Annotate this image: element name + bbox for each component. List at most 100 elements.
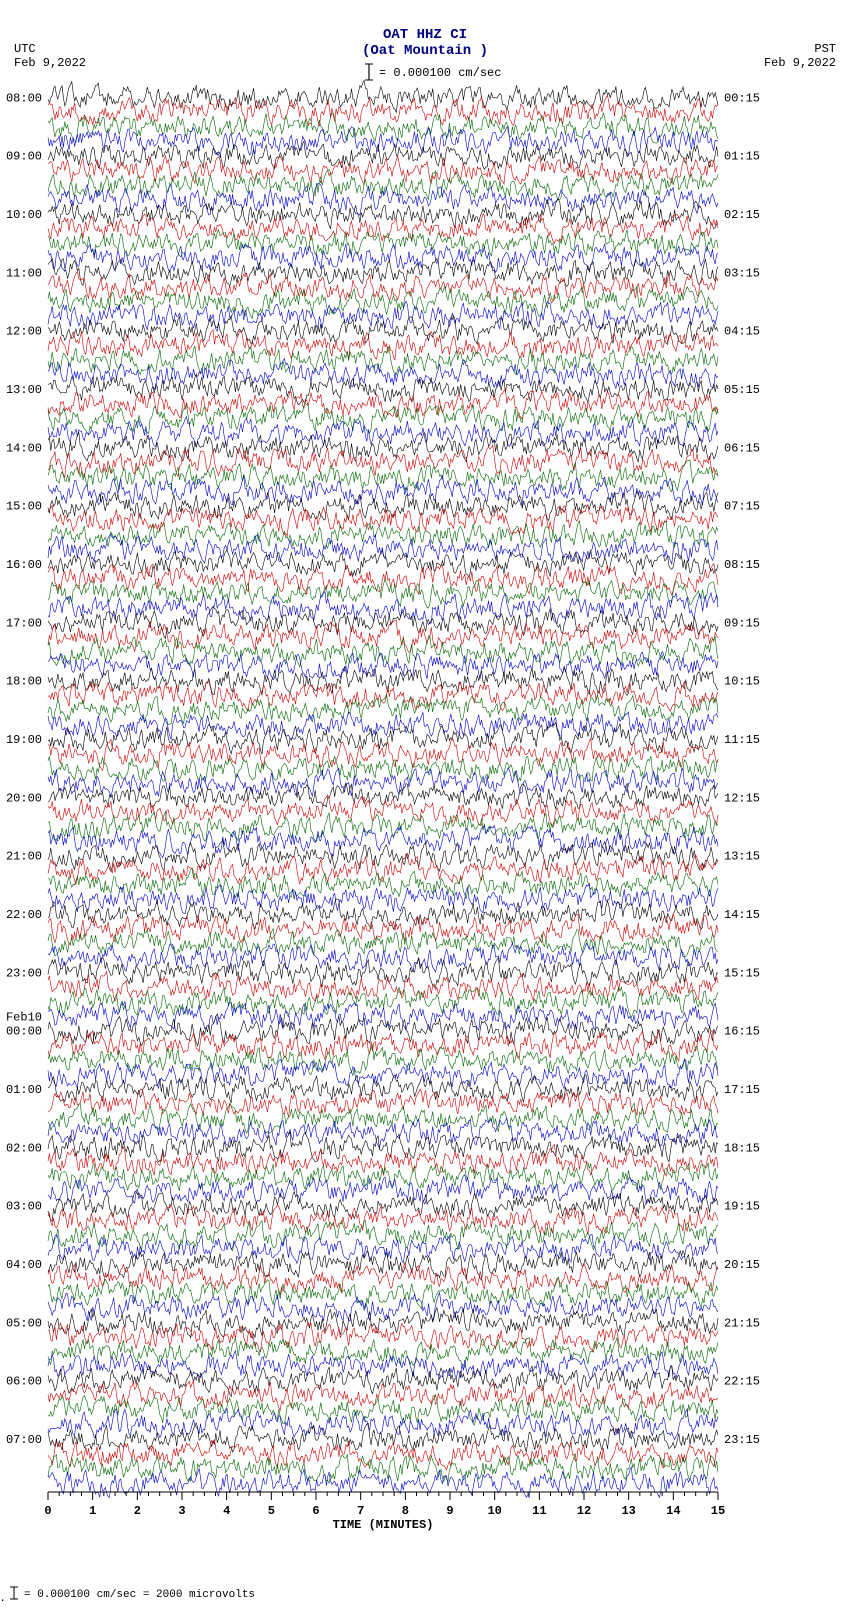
x-tick-label: 9 (446, 1504, 453, 1518)
right-hour-label: 01:15 (724, 150, 760, 164)
trace-line (48, 1001, 718, 1030)
x-tick-label: 14 (666, 1504, 680, 1518)
left-day-change: Feb10 (6, 1011, 42, 1025)
trace-line (48, 972, 718, 1002)
right-hour-label: 16:15 (724, 1025, 760, 1039)
left-hour-label: 02:00 (6, 1141, 42, 1155)
left-hour-label: 10:00 (6, 208, 42, 222)
x-tick-label: 1 (89, 1504, 96, 1518)
right-hour-label: 02:15 (724, 208, 760, 222)
right-hour-label: 09:15 (724, 616, 760, 630)
right-hour-label: 15:15 (724, 966, 760, 980)
right-hour-label: 13:15 (724, 850, 760, 864)
trace-line (48, 1132, 718, 1163)
seismogram-page: OAT HHZ CI(Oat Mountain ) = 0.000100 cm/s… (0, 0, 850, 1613)
x-tick-label: 5 (268, 1504, 275, 1518)
trace-line (48, 695, 718, 725)
trace-line (48, 1381, 718, 1410)
x-tick-label: 2 (134, 1504, 141, 1518)
left-date: Feb 9,2022 (14, 56, 86, 70)
trace-line (48, 1453, 718, 1483)
left-hour-label: 00:00 (6, 1025, 42, 1039)
trace-line (48, 1175, 718, 1204)
x-tick-label: 7 (357, 1504, 364, 1518)
trace-line (48, 445, 718, 477)
trace-line (48, 987, 718, 1017)
trace-line (48, 1075, 718, 1103)
trace-line (48, 1251, 718, 1281)
trace-line (48, 287, 718, 319)
left-hour-label: 09:00 (6, 150, 42, 164)
left-hour-label: 16:00 (6, 558, 42, 572)
left-hour-label: 20:00 (6, 791, 42, 805)
left-tz: UTC (14, 42, 36, 56)
trace-line (48, 417, 718, 447)
right-hour-label: 07:15 (724, 500, 760, 514)
trace-line (48, 403, 718, 434)
x-tick-label: 4 (223, 1504, 230, 1518)
x-tick-label: 10 (487, 1504, 501, 1518)
right-hour-label: 17:15 (724, 1083, 760, 1097)
left-hour-label: 08:00 (6, 91, 42, 105)
footer-text: = 0.000100 cm/sec = 2000 microvolts (24, 1589, 255, 1601)
right-date: Feb 9,2022 (764, 56, 836, 70)
x-tick-label: 8 (402, 1504, 409, 1518)
left-hour-label: 04:00 (6, 1258, 42, 1272)
right-hour-label: 05:15 (724, 383, 760, 397)
right-hour-label: 19:15 (724, 1200, 760, 1214)
trace-line (48, 1351, 718, 1380)
right-tz: PST (814, 42, 836, 56)
trace-line (48, 230, 718, 257)
trace-line (48, 606, 718, 638)
right-hour-label: 21:15 (724, 1316, 760, 1330)
trace-line (48, 579, 718, 608)
right-hour-label: 03:15 (724, 266, 760, 280)
right-hour-label: 00:15 (724, 91, 760, 105)
trace-line (48, 1277, 718, 1308)
trace-line (48, 534, 718, 564)
station-line: OAT HHZ CI (383, 27, 467, 43)
trace-line (48, 592, 718, 625)
trace-line (48, 346, 718, 375)
left-hour-label: 14:00 (6, 441, 42, 455)
x-tick-label: 12 (577, 1504, 591, 1518)
left-hour-label: 17:00 (6, 616, 42, 630)
left-hour-label: 13:00 (6, 383, 42, 397)
trace-line (48, 652, 718, 680)
trace-line (48, 811, 718, 841)
right-hour-label: 10:15 (724, 675, 760, 689)
x-axis-label: TIME (MINUTES) (333, 1518, 434, 1532)
trace-line (48, 564, 718, 595)
x-tick-label: 3 (178, 1504, 185, 1518)
right-hour-label: 08:15 (724, 558, 760, 572)
x-tick-label: 6 (312, 1504, 319, 1518)
trace-line (48, 521, 718, 548)
trace-line (48, 620, 718, 652)
right-hour-label: 12:15 (724, 791, 760, 805)
x-tick-label: 15 (711, 1504, 725, 1518)
left-hour-label: 21:00 (6, 850, 42, 864)
trace-line (48, 712, 718, 740)
left-hour-label: 19:00 (6, 733, 42, 747)
trace-line (48, 1014, 718, 1046)
station-name: (Oat Mountain ) (362, 43, 488, 59)
trace-line (48, 183, 718, 215)
trace-line (48, 1191, 718, 1221)
right-hour-label: 18:15 (724, 1141, 760, 1155)
trace-line (48, 1409, 718, 1440)
left-hour-label: 12:00 (6, 325, 42, 339)
seismogram-svg: OAT HHZ CI(Oat Mountain ) = 0.000100 cm/s… (0, 0, 850, 1613)
trace-line (48, 1103, 718, 1133)
right-hour-label: 14:15 (724, 908, 760, 922)
trace-line (48, 1059, 718, 1088)
trace-line (48, 359, 718, 390)
left-hour-label: 07:00 (6, 1433, 42, 1447)
trace-line (48, 1118, 718, 1148)
scale-bar-label: = 0.000100 cm/sec (379, 66, 501, 80)
left-hour-label: 23:00 (6, 966, 42, 980)
right-hour-label: 20:15 (724, 1258, 760, 1272)
trace-line (48, 840, 718, 871)
x-tick-label: 13 (621, 1504, 635, 1518)
right-hour-label: 04:15 (724, 325, 760, 339)
right-hour-label: 22:15 (724, 1375, 760, 1389)
